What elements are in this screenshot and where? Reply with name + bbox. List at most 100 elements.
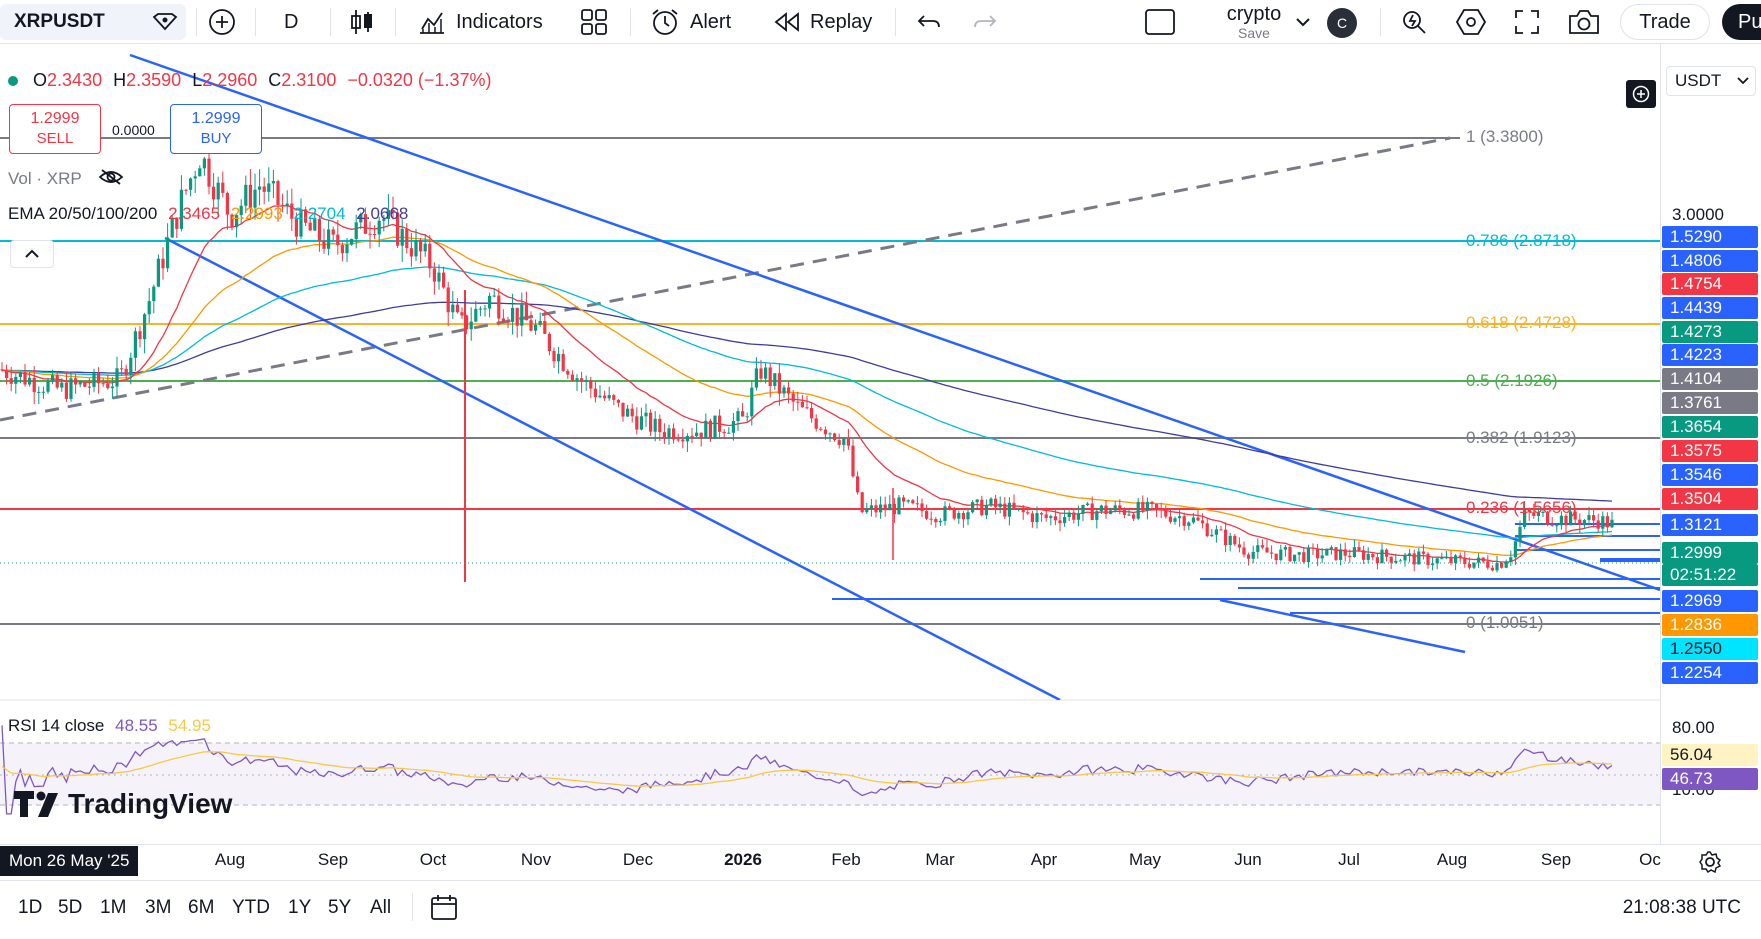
templates-icon[interactable] <box>580 0 608 44</box>
layout-name[interactable]: crypto <box>1226 3 1282 25</box>
range-button[interactable]: 5Y <box>328 897 352 918</box>
collapse-legend-button[interactable] <box>10 240 54 268</box>
candle-body <box>1173 518 1177 522</box>
range-button[interactable]: All <box>370 897 392 918</box>
range-button[interactable]: YTD <box>232 897 270 918</box>
undo-icon[interactable] <box>916 0 942 44</box>
quick-search-icon[interactable] <box>1400 0 1428 44</box>
candle-body <box>1417 551 1421 565</box>
candle-body <box>934 518 938 523</box>
candle-body <box>892 503 896 515</box>
candle-body <box>975 499 979 503</box>
candle-style-icon[interactable] <box>350 0 374 44</box>
sell-button[interactable]: 1.2999 SELL <box>9 104 101 154</box>
candle-body <box>455 304 459 313</box>
avatar[interactable]: C <box>1327 8 1357 38</box>
candle-body <box>736 411 740 421</box>
candle-body <box>699 432 703 439</box>
publish-button[interactable]: Pu <box>1722 4 1761 40</box>
range-button[interactable]: 1Y <box>288 897 312 918</box>
currency-selector[interactable]: USDT <box>1666 66 1756 96</box>
candle-body <box>580 378 584 382</box>
interval-button[interactable]: D <box>284 10 299 33</box>
range-button[interactable]: 5D <box>58 897 83 918</box>
candle-body <box>842 438 846 445</box>
range-button[interactable]: 6M <box>188 897 215 918</box>
candle-body <box>980 499 984 516</box>
candle-body <box>589 379 593 389</box>
divider <box>895 8 896 36</box>
price-label: 1.3546 <box>1662 464 1758 486</box>
alert-button[interactable]: Alert <box>650 0 731 44</box>
tradingview-logo[interactable]: TradingView <box>14 788 232 820</box>
candle-body <box>133 331 137 358</box>
candle-body <box>216 182 220 200</box>
range-button[interactable]: 3M <box>145 897 172 918</box>
chevron-down-icon <box>1737 77 1749 85</box>
range-button[interactable]: 1M <box>100 897 127 918</box>
camera-icon[interactable] <box>1568 0 1600 44</box>
candle-body <box>124 368 128 376</box>
ema50-path <box>1 236 1613 557</box>
chevron-down-icon[interactable] <box>1296 0 1310 44</box>
trade-button[interactable]: Trade <box>1620 4 1710 40</box>
symbol-name[interactable]: XRPUSDT <box>14 11 105 32</box>
candle-body <box>1049 516 1053 518</box>
candle-body <box>1408 553 1412 556</box>
time-axis[interactable] <box>0 844 1761 880</box>
settings-icon[interactable] <box>1698 850 1722 879</box>
candle-body <box>759 368 763 379</box>
candle-body <box>101 383 105 385</box>
candle-body <box>465 315 469 330</box>
candle-body <box>869 505 873 509</box>
add-alert-icon[interactable] <box>1626 80 1656 108</box>
time-label: 2026 <box>724 850 762 869</box>
candle-body <box>667 428 671 438</box>
add-symbol-icon[interactable] <box>208 0 236 44</box>
candle-body <box>630 408 634 417</box>
candle-body <box>1343 549 1347 556</box>
candle-body <box>791 393 795 402</box>
range-button[interactable]: 1D <box>18 897 43 918</box>
replay-button[interactable]: Replay <box>772 0 872 44</box>
utc-clock[interactable]: 21:08:38 UTC <box>1622 897 1741 918</box>
channel-lower <box>164 236 1061 700</box>
candle-body <box>1357 547 1361 551</box>
candle-body <box>731 420 735 433</box>
candle-body <box>800 401 804 408</box>
candle-body <box>984 505 988 516</box>
top-toolbar: XRPUSDT D Indicators Alert Replay crypto… <box>0 0 1761 44</box>
compare-icon[interactable] <box>152 0 178 44</box>
candle-body <box>478 308 482 310</box>
candle-body <box>538 321 542 325</box>
layout-save-label[interactable]: Save <box>1238 25 1270 41</box>
candle-body <box>1541 511 1545 513</box>
candle-body <box>1564 515 1568 526</box>
settings-hex-icon[interactable] <box>1456 0 1486 44</box>
price-label: 1.2254 <box>1662 662 1758 684</box>
candle-body <box>253 189 257 208</box>
candle-body <box>147 301 151 315</box>
time-label: Jul <box>1338 850 1360 869</box>
candle-body <box>409 248 413 257</box>
candle-body <box>1573 511 1577 520</box>
calendar-icon[interactable] <box>430 893 460 926</box>
fullscreen-icon[interactable] <box>1514 0 1540 44</box>
candle-body <box>805 407 809 409</box>
redo-icon[interactable] <box>972 0 998 44</box>
candle-body <box>534 324 538 331</box>
candle-body <box>1228 535 1232 546</box>
candle-body <box>1578 519 1582 525</box>
indicators-button[interactable]: Indicators <box>418 0 543 44</box>
layout-icon[interactable] <box>1145 0 1175 44</box>
symbol-search[interactable] <box>0 4 186 40</box>
candle-body <box>520 304 524 326</box>
buy-button[interactable]: 1.2999 BUY <box>170 104 262 154</box>
eye-off-icon[interactable] <box>98 168 124 191</box>
candle-body <box>414 240 418 257</box>
channel-upper <box>129 53 1660 592</box>
candle-body <box>202 158 206 169</box>
candle-body <box>1412 553 1416 565</box>
candle-body <box>1449 556 1453 564</box>
